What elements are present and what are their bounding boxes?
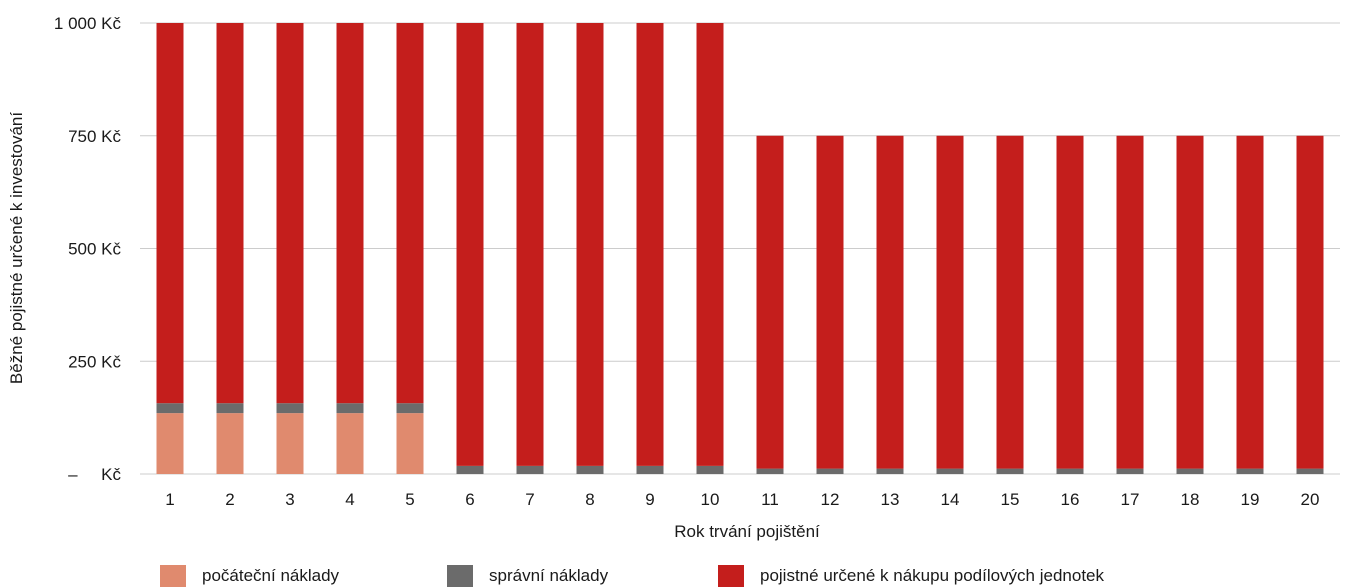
x-tick-label: 4 [345, 490, 354, 509]
x-tick-labels: 1 2 3 4 5 6 7 8 9 10 11 12 13 14 15 16 17 18 19 20 [165, 490, 1319, 509]
legend-label-initial: počáteční náklady [202, 566, 340, 585]
bar-segment-invest [756, 135, 784, 469]
y-tick-label: – Kč [68, 465, 121, 484]
bar-segment-admin [1116, 468, 1144, 474]
bar-segment-invest [816, 135, 844, 469]
bar-segment-admin [696, 465, 724, 474]
bar-segment-invest [576, 23, 604, 466]
x-tick-label: 19 [1241, 490, 1260, 509]
x-axis-title: Rok trvání pojištění [674, 522, 820, 541]
bar-segment-invest [876, 135, 904, 469]
bar-segment-invest [636, 23, 664, 466]
x-tick-label: 14 [941, 490, 960, 509]
bar-segment-invest [336, 23, 364, 404]
x-tick-label: 8 [585, 490, 594, 509]
bar-segment-invest [1056, 135, 1084, 469]
bar-segment-admin [576, 465, 604, 474]
x-tick-label: 12 [821, 490, 840, 509]
x-tick-label: 1 [165, 490, 174, 509]
x-tick-label: 9 [645, 490, 654, 509]
y-tick-label: 750 Kč [68, 127, 121, 146]
bar-segment-admin [636, 465, 664, 474]
x-tick-label: 20 [1301, 490, 1320, 509]
bar-segment-invest [456, 23, 484, 466]
bar-segment-admin [1236, 468, 1264, 474]
legend-item-initial: počáteční náklady [160, 565, 339, 587]
bar-segment-invest [1296, 135, 1324, 469]
bar-segment-admin [396, 403, 424, 414]
bar-segment-initial [396, 413, 424, 474]
y-tick-label: 1 000 Kč [54, 14, 122, 33]
bar-segment-admin [156, 403, 184, 414]
bar-segment-invest [936, 135, 964, 469]
bar-segment-admin [1056, 468, 1084, 474]
legend-label-invest: pojistné určené k nákupu podílových jedn… [760, 566, 1105, 585]
x-tick-label: 10 [701, 490, 720, 509]
bar-segment-initial [156, 413, 184, 474]
bar-segment-invest [516, 23, 544, 466]
bar-segment-invest [996, 135, 1024, 469]
bar-segment-admin [936, 468, 964, 474]
bar-segment-invest [216, 23, 244, 404]
legend-swatch-initial [160, 565, 186, 587]
bar-segment-invest [156, 23, 184, 404]
x-tick-label: 16 [1061, 490, 1080, 509]
bar-segment-invest [1236, 135, 1264, 469]
legend-swatch-invest [718, 565, 744, 587]
bar-segment-admin [336, 403, 364, 414]
x-tick-label: 7 [525, 490, 534, 509]
bar-segment-invest [276, 23, 304, 404]
bar-segment-invest [1176, 135, 1204, 469]
legend: počáteční náklady správní náklady pojist… [0, 565, 1346, 587]
bar-segment-admin [1176, 468, 1204, 474]
x-tick-label: 18 [1181, 490, 1200, 509]
x-tick-label: 3 [285, 490, 294, 509]
bar-segment-initial [336, 413, 364, 474]
bar-segment-admin [456, 465, 484, 474]
bar-segment-admin [216, 403, 244, 414]
bar-segment-admin [1296, 468, 1324, 474]
x-tick-label: 11 [761, 490, 779, 509]
x-tick-label: 13 [881, 490, 900, 509]
x-tick-label: 6 [465, 490, 474, 509]
bar-segment-invest [696, 23, 724, 466]
legend-item-admin: správní náklady [447, 565, 608, 587]
bars [156, 23, 1324, 474]
bar-segment-invest [396, 23, 424, 404]
bar-segment-admin [276, 403, 304, 414]
legend-item-invest: pojistné určené k nákupu podílových jedn… [718, 565, 1104, 587]
legend-swatch-admin [447, 565, 473, 587]
x-tick-label: 15 [1001, 490, 1020, 509]
bar-segment-admin [816, 468, 844, 474]
bar-segment-initial [276, 413, 304, 474]
x-tick-label: 2 [225, 490, 234, 509]
bar-segment-admin [996, 468, 1024, 474]
bar-segment-admin [876, 468, 904, 474]
legend-label-admin: správní náklady [489, 566, 609, 585]
bar-segment-admin [756, 468, 784, 474]
bar-segment-admin [516, 465, 544, 474]
y-tick-labels: – Kč 250 Kč 500 Kč 750 Kč 1 000 Kč [54, 14, 122, 484]
x-tick-label: 5 [405, 490, 414, 509]
bar-segment-invest [1116, 135, 1144, 469]
y-tick-label: 500 Kč [68, 240, 121, 259]
y-tick-label: 250 Kč [68, 352, 121, 371]
gridlines [140, 22, 1340, 475]
y-axis-title: Běžné pojistné určené k investování [7, 112, 26, 384]
x-tick-label: 17 [1121, 490, 1140, 509]
bar-segment-initial [216, 413, 244, 474]
